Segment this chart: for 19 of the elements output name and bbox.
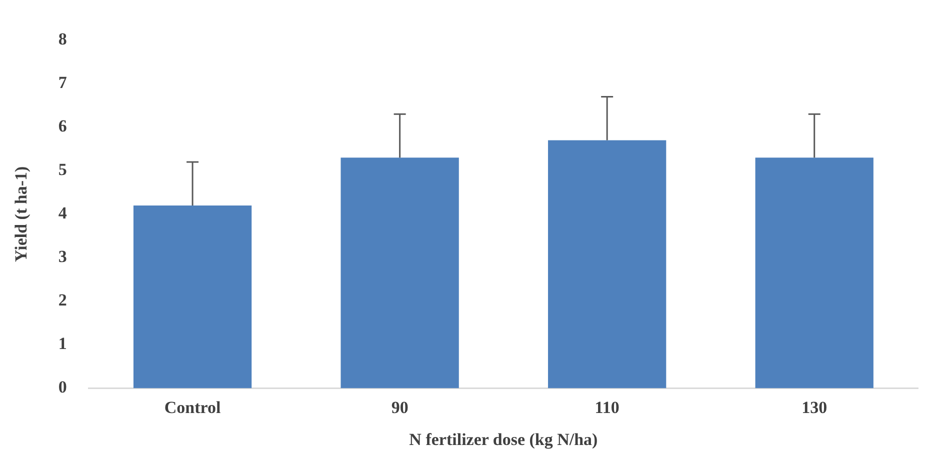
- x-tick-label: 110: [594, 398, 620, 417]
- y-axis-title: Yield (t ha-1): [12, 166, 31, 262]
- bar: [548, 140, 666, 388]
- y-tick-label: 0: [58, 378, 67, 397]
- y-tick-label: 1: [58, 334, 67, 354]
- y-tick-label: 2: [58, 290, 67, 310]
- x-tick-label: Control: [164, 398, 221, 417]
- y-tick-label: 3: [58, 247, 67, 266]
- bar: [755, 158, 874, 388]
- x-tick-label: 130: [802, 398, 828, 417]
- bar: [340, 158, 459, 388]
- y-tick-label: 4: [58, 204, 68, 223]
- bar: [133, 206, 252, 388]
- y-tick-label: 8: [58, 30, 67, 49]
- x-tick-label: 90: [391, 398, 408, 417]
- y-tick-label: 7: [58, 73, 68, 92]
- y-tick-label: 6: [58, 116, 67, 136]
- x-axis-title: N fertilizer dose (kg N/ha): [409, 430, 598, 450]
- y-tick-label: 5: [58, 160, 67, 180]
